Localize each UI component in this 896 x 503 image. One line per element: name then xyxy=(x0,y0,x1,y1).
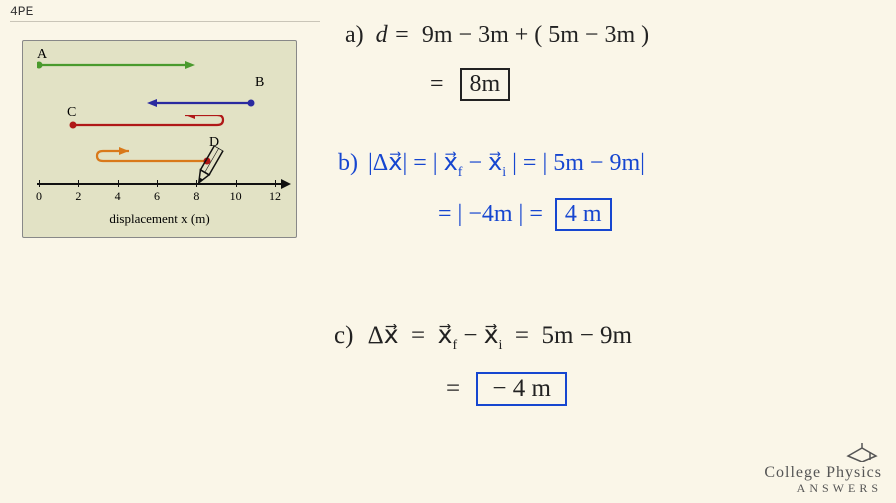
expr2: = | −4m | = xyxy=(438,201,543,227)
arrow-label-d: D xyxy=(209,135,219,151)
eq: = xyxy=(430,71,444,97)
tick-label: 6 xyxy=(154,189,160,204)
part-label: a) xyxy=(345,22,364,48)
solution-c: c) Δx⃗ = x⃗f − x⃗i = 5m − 9m xyxy=(334,320,632,354)
tick-label: 8 xyxy=(193,189,199,204)
brand-logo: College Physics ANSWERS xyxy=(764,440,882,495)
tick-label: 0 xyxy=(36,189,42,204)
tick-label: 2 xyxy=(75,189,81,204)
tick-label: 4 xyxy=(115,189,121,204)
arrow-a: A xyxy=(37,55,282,81)
arrow-d: D xyxy=(37,145,282,171)
part-label: b) xyxy=(338,150,358,176)
arrow-c: C xyxy=(37,115,282,141)
arrow-label-a: A xyxy=(37,47,47,63)
answer: 8m xyxy=(470,71,501,97)
arrows-container: ABCD xyxy=(37,55,282,171)
axis-area: 0 2 4 6 8 10 12 xyxy=(37,177,282,211)
part-label: c) xyxy=(334,322,353,349)
brand-line2: ANSWERS xyxy=(764,482,882,495)
lhs: d = xyxy=(376,22,410,48)
solution-b-line2: = | −4m | = 4 m xyxy=(438,198,612,231)
brand-line1: College Physics xyxy=(764,464,882,482)
diagram-panel: ABCD 024681012 displacement x (m) xyxy=(22,40,297,238)
arrow-label-c: C xyxy=(67,105,76,121)
answer: − 4 m xyxy=(492,375,551,402)
eq: = xyxy=(446,375,460,402)
arrow-label-b: B xyxy=(255,75,264,91)
answer-box: 8m xyxy=(460,68,511,101)
answer-box: − 4 m xyxy=(476,372,567,406)
solution-a-line2: = 8m xyxy=(430,68,510,101)
expr: 9m − 3m + ( 5m − 3m ) xyxy=(422,22,649,48)
expr: Δx⃗ = x⃗f − x⃗i = 5m − 9m xyxy=(368,322,632,349)
page-header: 4PE xyxy=(10,4,320,22)
problem-label: 4PE xyxy=(10,4,33,19)
solution-a: a) d = 9m − 3m + ( 5m − 3m ) xyxy=(345,22,649,49)
solution-c-line2: = − 4 m xyxy=(446,372,567,406)
tick-label: 10 xyxy=(230,189,242,204)
answer-box: 4 m xyxy=(555,198,612,231)
axis-title: displacement x (m) xyxy=(37,211,282,227)
expr: |Δx⃗| = | x⃗f − x⃗i | = | 5m − 9m| xyxy=(368,150,645,176)
tick-label: 12 xyxy=(269,189,281,204)
solution-b: b) |Δx⃗| = | x⃗f − x⃗i | = | 5m − 9m| xyxy=(338,148,645,181)
answer: 4 m xyxy=(565,201,602,227)
